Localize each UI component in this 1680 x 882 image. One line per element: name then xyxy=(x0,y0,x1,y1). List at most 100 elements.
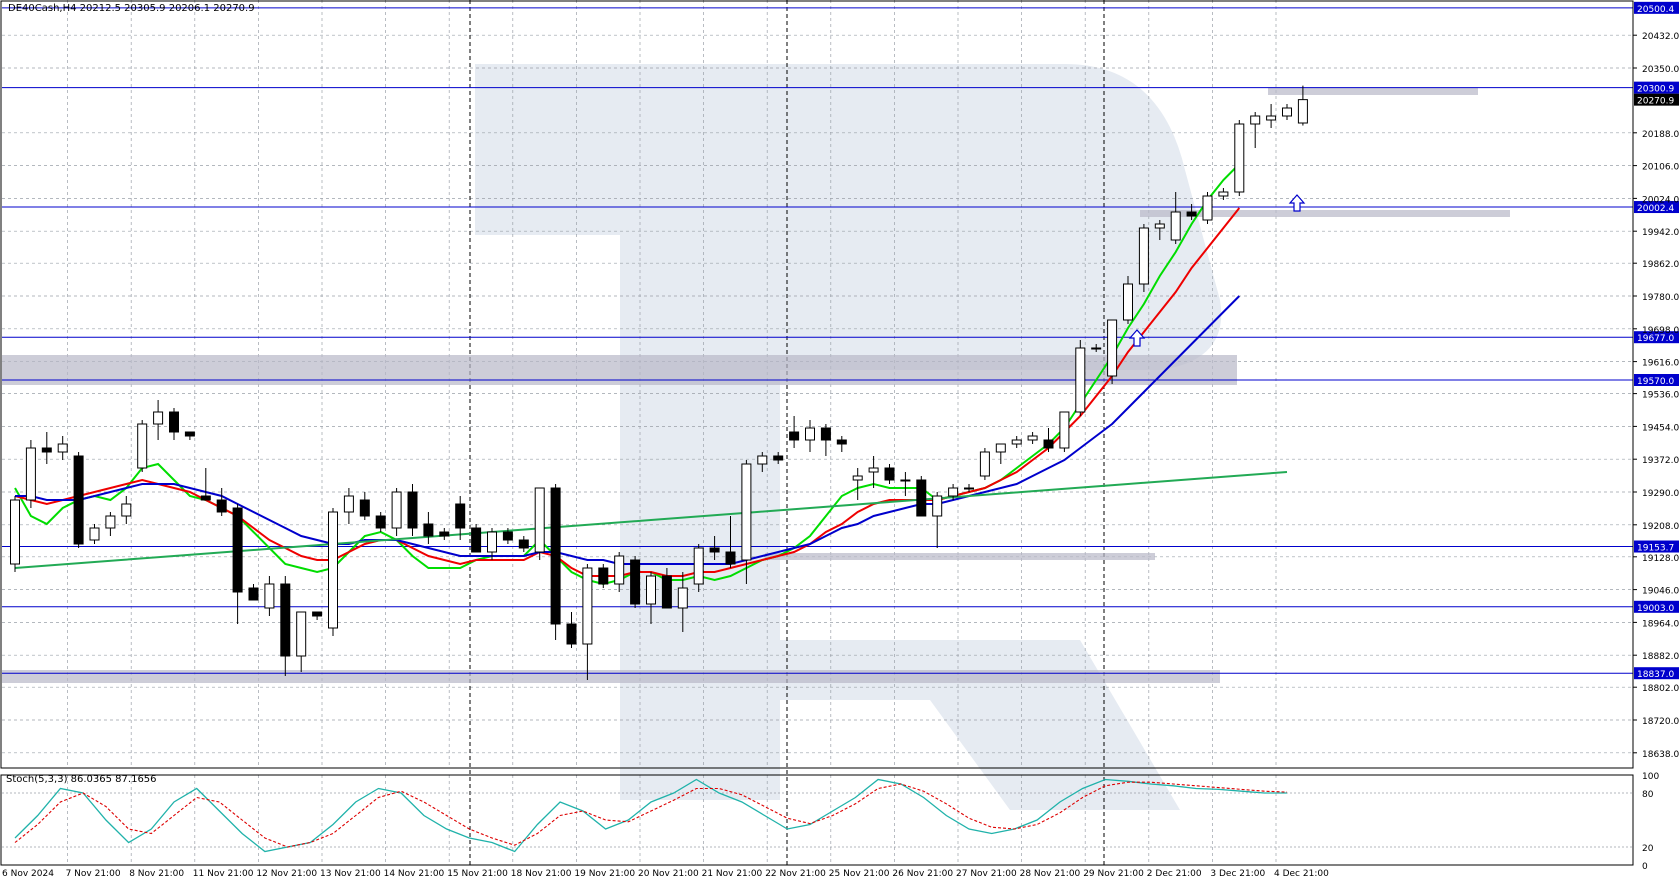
level-tag xyxy=(1634,374,1679,386)
price-tick-label: 20350.0 xyxy=(1642,65,1679,75)
candle-body xyxy=(932,495,943,517)
price-tick-label: 18638.0 xyxy=(1642,750,1679,760)
level-tag xyxy=(1634,331,1679,344)
candle-body xyxy=(73,455,84,545)
candle-body xyxy=(502,531,513,541)
candle-body xyxy=(693,547,704,585)
level-tag xyxy=(1634,540,1679,553)
candle-body xyxy=(471,527,482,553)
candle-body xyxy=(1075,347,1086,413)
candle-body xyxy=(852,475,863,481)
candle-body xyxy=(773,455,784,461)
candle-body xyxy=(1282,107,1292,117)
candle-body xyxy=(1027,435,1038,441)
watermark-shape xyxy=(780,640,1180,810)
ma-line xyxy=(14,471,1288,569)
price-tick-label: 19372.0 xyxy=(1642,456,1679,466)
candle-body xyxy=(836,439,847,445)
price-tick-label: 20432.0 xyxy=(1642,32,1679,42)
watermark-shape xyxy=(475,64,1222,800)
candle-body xyxy=(184,431,195,437)
candle-body xyxy=(487,531,497,553)
candle-body xyxy=(455,503,466,529)
time-label: 13 Nov 21:00 xyxy=(320,869,381,878)
candle-body xyxy=(995,443,1006,453)
price-tick-label: 18802.0 xyxy=(1642,684,1679,694)
signal-arrows xyxy=(1128,194,1306,347)
candles xyxy=(10,85,1308,680)
candle-body xyxy=(105,515,116,529)
candle-body xyxy=(741,463,752,561)
candle-body xyxy=(1202,195,1213,221)
candle-body xyxy=(1138,227,1149,285)
current-price-label: 20270.9 xyxy=(1637,97,1674,107)
time-label: 12 Nov 21:00 xyxy=(256,869,317,878)
candle-body xyxy=(1123,283,1133,321)
level-tag-label: 18837.0 xyxy=(1637,670,1674,680)
candle-body xyxy=(375,515,386,529)
stoch-tick-label: 80 xyxy=(1642,790,1654,800)
level-tag-label: 19003.0 xyxy=(1637,604,1674,614)
price-zone xyxy=(765,553,1155,560)
price-tick-label: 19862.0 xyxy=(1642,260,1679,270)
time-label: 19 Nov 21:00 xyxy=(574,869,635,878)
price-frame xyxy=(0,0,1634,769)
level-tag-label: 20002.4 xyxy=(1637,204,1674,214)
price-tick-label: 18720.0 xyxy=(1642,717,1679,727)
level-tag-label: 20500.4 xyxy=(1637,5,1674,15)
candle-body xyxy=(1297,99,1308,124)
candle-body xyxy=(232,507,243,593)
candle-body xyxy=(312,611,323,617)
stochastic-panel: 100 80 20 0 xyxy=(2,772,1659,872)
time-label: 4 Dec 21:00 xyxy=(1274,869,1329,878)
candle-body xyxy=(137,423,148,469)
time-label: 26 Nov 21:00 xyxy=(892,869,953,878)
candle-body xyxy=(1107,319,1118,377)
candle-body xyxy=(200,495,211,501)
price-tick-label: 20106.0 xyxy=(1642,163,1679,173)
price-tick-label: 18882.0 xyxy=(1642,652,1679,662)
candle-body xyxy=(757,455,768,465)
candle-body xyxy=(57,443,68,453)
time-label: 25 Nov 21:00 xyxy=(829,869,890,878)
price-tick-label: 19616.0 xyxy=(1642,359,1679,369)
candle-body xyxy=(1234,123,1245,193)
candle-body xyxy=(598,567,609,585)
candle-body xyxy=(359,499,370,517)
price-zone xyxy=(1268,88,1478,95)
time-label: 22 Nov 21:00 xyxy=(765,869,826,878)
candle-body xyxy=(677,587,688,609)
candle-body xyxy=(725,551,736,565)
stoch-label: Stoch(5,3,3) 86.0365 87.1656 xyxy=(6,774,157,785)
time-label: 28 Nov 21:00 xyxy=(1020,869,1081,878)
candle-body xyxy=(248,587,259,601)
price-tick-label: 19046.0 xyxy=(1642,587,1679,597)
stoch-tick-label: 0 xyxy=(1642,862,1648,872)
price-tick-label: 19536.0 xyxy=(1642,391,1679,401)
candle-body xyxy=(948,487,959,497)
candle-body xyxy=(1043,439,1054,449)
candle-body xyxy=(630,559,641,605)
current-price-tag xyxy=(1634,93,1679,106)
candle-body xyxy=(900,479,911,482)
candle-body xyxy=(1250,115,1261,125)
stoch-tick-label: 20 xyxy=(1642,844,1654,854)
price-tick-label: 19942.0 xyxy=(1642,228,1679,238)
time-label: 20 Nov 21:00 xyxy=(638,869,699,878)
symbol-header: DE40Cash,H4 20212.5 20305.9 20206.1 2027… xyxy=(8,3,255,14)
candle-body xyxy=(1170,211,1181,241)
time-label: 7 Nov 21:00 xyxy=(66,869,121,878)
price-tick-label: 19208.0 xyxy=(1642,522,1679,532)
candle-body xyxy=(439,531,450,537)
horizontal-levels[interactable]: 20500.4 20300.9 20002.4 19677.0 19570.0 19153… xyxy=(2,1,1679,680)
candle-body xyxy=(153,411,164,425)
stoch-signal-line xyxy=(14,781,1288,848)
candle-body xyxy=(1266,115,1277,121)
candle-body xyxy=(25,447,36,501)
time-label: 8 Nov 21:00 xyxy=(129,869,184,878)
candle-body xyxy=(518,539,529,549)
candle-body xyxy=(709,547,720,553)
time-label: 18 Nov 21:00 xyxy=(511,869,572,878)
